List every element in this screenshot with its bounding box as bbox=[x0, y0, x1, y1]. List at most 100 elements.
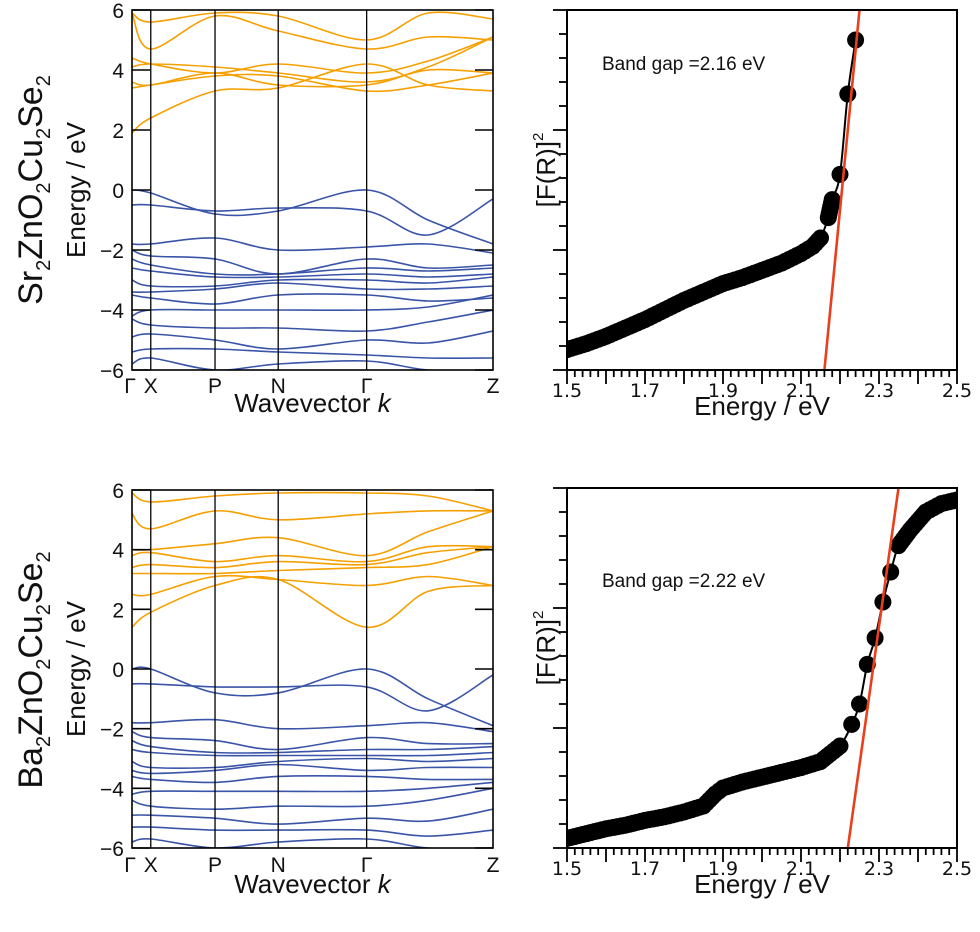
x-axis-title-text: Wavevector bbox=[234, 869, 378, 899]
tauc-plot-ba: 1.5 1.7 1.9 2.1 2.3 2.5 Band gap =2.22 eV Energ… bbox=[530, 487, 972, 899]
data-point bbox=[851, 695, 868, 713]
k-point-label: Z bbox=[487, 375, 500, 398]
conduction-band-line bbox=[132, 36, 493, 83]
valence-band-line bbox=[132, 730, 493, 751]
data-point bbox=[948, 491, 957, 509]
k-point-label: N bbox=[271, 375, 286, 398]
data-point bbox=[831, 165, 849, 183]
band-gap-annotation: Band gap =2.16 eV bbox=[602, 54, 766, 75]
x-tick-label: 2.5 bbox=[942, 858, 972, 880]
data-point bbox=[839, 85, 857, 103]
valence-band-line bbox=[132, 330, 493, 350]
x-axis-title: Wavevector k bbox=[234, 869, 393, 899]
data-line bbox=[567, 39, 857, 351]
x-axis-title: Energy / eV bbox=[694, 391, 831, 421]
valence-band-line bbox=[132, 838, 493, 848]
compound-part: Sr bbox=[12, 271, 50, 305]
y-tick-label: 0 bbox=[112, 180, 124, 203]
compound-part: ZnO bbox=[12, 670, 50, 736]
conduction-band-line bbox=[132, 36, 493, 74]
y-tick-label: 2 bbox=[112, 120, 124, 143]
x-tick-label: 2.3 bbox=[864, 858, 894, 880]
compound-label: Sr2​ZnO2​Cu2​Se2​ bbox=[12, 75, 55, 305]
band-gap-annotation: Band gap =2.22 eV bbox=[602, 571, 766, 592]
conduction-band-line bbox=[132, 509, 493, 530]
x-tick-label: 1.9 bbox=[708, 858, 738, 880]
k-point-label: P bbox=[208, 375, 222, 398]
y-tick-label: 4 bbox=[112, 60, 124, 83]
valence-band-line bbox=[132, 781, 493, 796]
bands-group bbox=[132, 11, 493, 370]
compound-part: Se bbox=[12, 86, 50, 128]
x-tick-label: 1.9 bbox=[708, 380, 738, 402]
data-point bbox=[812, 229, 829, 247]
k-point-label: N bbox=[271, 854, 286, 877]
valence-band-line bbox=[132, 258, 493, 276]
y-tick-label: 4 bbox=[112, 540, 124, 563]
x-tick-label: 2.1 bbox=[786, 858, 816, 880]
conduction-band-line bbox=[132, 11, 493, 41]
conduction-band-line bbox=[132, 63, 493, 134]
k-point-label: Γ bbox=[124, 375, 136, 398]
k-point-label: Γ bbox=[124, 854, 136, 877]
k-point-label: Γ bbox=[361, 854, 373, 877]
valence-band-line bbox=[132, 309, 493, 332]
conduction-band-line bbox=[132, 72, 493, 93]
x-tick-label: 2.1 bbox=[786, 380, 816, 402]
y-tick-label: −4 bbox=[100, 778, 124, 801]
linear-fit-line bbox=[823, 10, 861, 370]
bands-group bbox=[132, 491, 493, 848]
compound-part: Cu bbox=[12, 615, 50, 658]
tauc-plot-sr: 1.5 1.7 1.9 2.1 2.3 2.5 Band gap =2.16 eV Energ… bbox=[530, 9, 972, 421]
x-tick-label: 1.5 bbox=[552, 858, 582, 880]
valence-band-line bbox=[132, 666, 493, 727]
compound-subscript: 2 bbox=[33, 659, 55, 670]
y-tick-label: 0 bbox=[112, 659, 124, 682]
data-point bbox=[823, 191, 841, 209]
y-tick-label: −6 bbox=[100, 360, 124, 383]
compound-part: Se bbox=[12, 562, 50, 604]
y-axis-title-text: [F(R)] bbox=[531, 619, 561, 685]
conduction-band-line bbox=[132, 574, 493, 597]
k-point-label: X bbox=[144, 375, 158, 398]
k-point-label: P bbox=[208, 854, 222, 877]
x-axis-title: Energy / eV bbox=[694, 869, 831, 899]
y-tick-label: 2 bbox=[112, 599, 124, 622]
conduction-band-line bbox=[132, 545, 493, 569]
plot-frame bbox=[131, 9, 494, 371]
x-tick-label: 2.5 bbox=[942, 380, 972, 402]
compound-subscript: 2 bbox=[33, 736, 55, 747]
plot-area bbox=[567, 10, 865, 370]
compound-label: Ba2​ZnO2​Cu2​Se2​ bbox=[12, 551, 55, 788]
y-tick-label: −2 bbox=[100, 240, 124, 263]
compound-part: Ba bbox=[12, 747, 50, 789]
valence-band-line bbox=[132, 293, 493, 305]
x-axis-title-text: Wavevector bbox=[234, 388, 378, 418]
k-point-label: Z bbox=[487, 854, 500, 877]
y-tick-label: 6 bbox=[112, 480, 124, 503]
x-axis-title-k: k bbox=[378, 388, 393, 418]
k-point-label: X bbox=[144, 854, 158, 877]
y-tick-label: −4 bbox=[100, 300, 124, 323]
x-tick-label: 1.7 bbox=[630, 858, 660, 880]
compound-subscript: 2 bbox=[33, 260, 55, 271]
y-axis-title: [F(R)]2 bbox=[530, 611, 561, 686]
valence-band-line bbox=[132, 826, 493, 837]
x-axis-title: Wavevector k bbox=[234, 388, 393, 418]
y-axis-title-superscript: 2 bbox=[530, 611, 547, 619]
x-axis-title-k: k bbox=[378, 869, 393, 899]
x-tick-label: 1.7 bbox=[630, 380, 660, 402]
x-tick-label: 2.3 bbox=[864, 380, 894, 402]
y-tick-label: −2 bbox=[100, 719, 124, 742]
y-axis-title-text: [F(R)] bbox=[531, 141, 561, 207]
valence-band-line bbox=[132, 237, 493, 254]
y-tick-label: −6 bbox=[100, 838, 124, 861]
valence-band-line bbox=[132, 347, 493, 360]
y-tick-label: 6 bbox=[112, 0, 124, 23]
valence-band-line bbox=[132, 198, 493, 236]
data-point bbox=[858, 655, 876, 673]
valence-band-line bbox=[132, 775, 493, 784]
data-point bbox=[831, 737, 849, 755]
